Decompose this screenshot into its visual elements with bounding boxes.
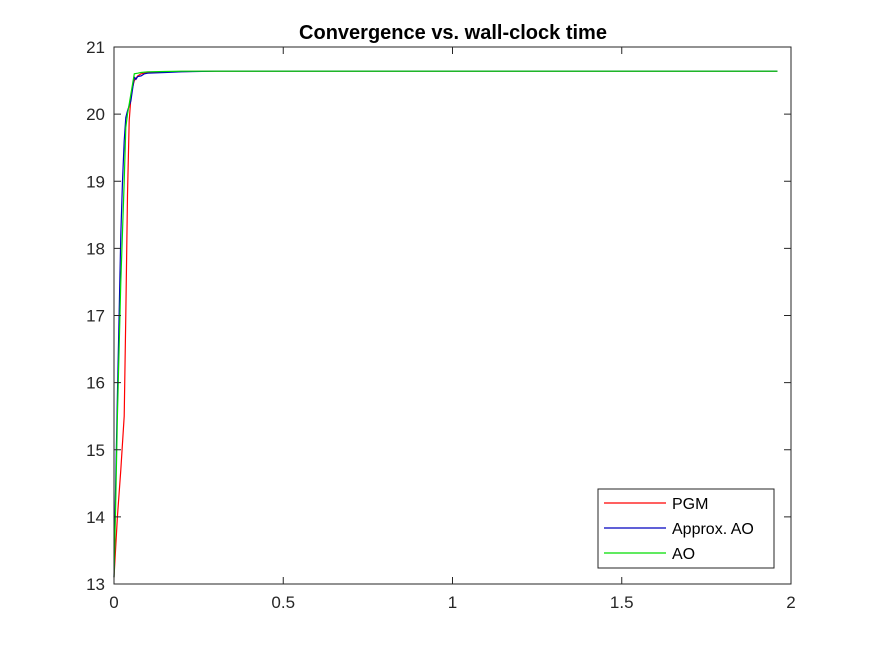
x-tick-label: 1.5 <box>610 593 634 612</box>
chart-title: Convergence vs. wall-clock time <box>299 22 607 44</box>
y-tick-label: 21 <box>86 38 105 57</box>
y-tick-label: 19 <box>86 172 105 191</box>
y-tick-label: 14 <box>86 508 105 527</box>
y-tick-label: 18 <box>86 239 105 258</box>
legend: PGM Approx. AO AO <box>597 488 775 569</box>
x-tick-label: 0 <box>109 593 118 612</box>
x-tick-label: 2 <box>786 593 795 612</box>
y-tick-label: 17 <box>86 307 105 326</box>
ticks-layer: 0 0.5 1 1.5 2 13 14 15 16 17 18 19 20 21 <box>86 38 796 612</box>
legend-label-0: PGM <box>672 496 708 513</box>
y-tick-label: 15 <box>86 441 105 460</box>
y-tick-label: 16 <box>86 374 105 393</box>
series-layer <box>113 70 778 578</box>
x-tick-label: 1 <box>448 593 457 612</box>
legend-label-2: AO <box>672 546 695 563</box>
legend-label-1: Approx. AO <box>672 521 754 538</box>
series-line-2 <box>113 70 778 578</box>
y-tick-label: 20 <box>86 105 105 124</box>
x-tick-label: 0.5 <box>271 593 295 612</box>
y-tick-label: 13 <box>86 575 105 594</box>
